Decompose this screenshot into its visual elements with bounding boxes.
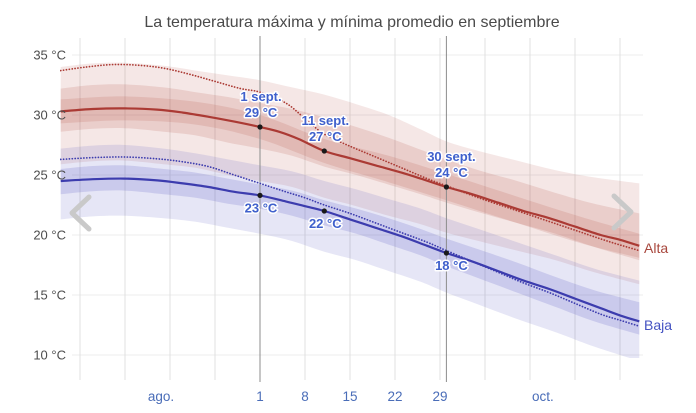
low-band-outer [60, 144, 640, 358]
annotation-value-label: 29 °C [245, 105, 278, 120]
data-point-dot [257, 192, 263, 198]
band-group [60, 62, 640, 358]
annotation-value-label: 23 °C [245, 200, 278, 215]
annotation-date-label: 30 sept. [427, 149, 475, 164]
data-point-dot [443, 184, 449, 190]
high-band-inner [60, 84, 640, 261]
x-axis-label: 15 [342, 389, 357, 404]
x-axis-label: ago. [148, 389, 174, 404]
annotation-date-label: 1 sept. [240, 89, 281, 104]
high-comparison-line [60, 63, 641, 252]
annotation-value-label: 27 °C [309, 129, 342, 144]
y-axis-label: 10 °C [33, 348, 66, 363]
line-group [60, 63, 641, 328]
x-axis-label: 8 [301, 389, 309, 404]
data-point-dot [443, 250, 449, 256]
low-mean-line [60, 177, 640, 323]
high-mean-line [60, 107, 640, 247]
annotation-date-label: 11 sept. [301, 113, 349, 128]
y-axis-label: 30 °C [33, 108, 66, 123]
x-axis-label: 22 [387, 389, 402, 404]
data-point-dot [321, 148, 327, 154]
series-label-high: Alta [644, 240, 668, 256]
x-axis-label: 29 [432, 389, 447, 404]
series-label-low: Baja [644, 317, 672, 333]
y-axis-label: 25 °C [33, 168, 66, 183]
y-axis-label: 35 °C [33, 48, 66, 63]
data-point-dot [321, 208, 327, 214]
data-point-dot [257, 124, 263, 130]
chart-title: La temperatura máxima y mínima promedio … [144, 14, 559, 31]
low-band-inner [60, 165, 640, 335]
chart-generated-layers: 1 sept.29 °C 11 sept.27 °C 30 sept.24 °C 23… [33, 36, 643, 404]
x-axis-label: oct. [532, 389, 554, 404]
annotation-value-label: 18 °C [435, 258, 468, 273]
x-axis-label: 1 [256, 389, 264, 404]
y-axis-label: 15 °C [33, 288, 66, 303]
scroll-left-icon[interactable] [69, 194, 92, 232]
scroll-right-icon[interactable] [611, 193, 634, 231]
high-band-outer [60, 62, 640, 285]
y-axis-label: 20 °C [33, 228, 66, 243]
annotation-value-label: 22 °C [309, 216, 342, 231]
annotation-value-label: 24 °C [435, 165, 468, 180]
high-band-core [60, 96, 640, 258]
